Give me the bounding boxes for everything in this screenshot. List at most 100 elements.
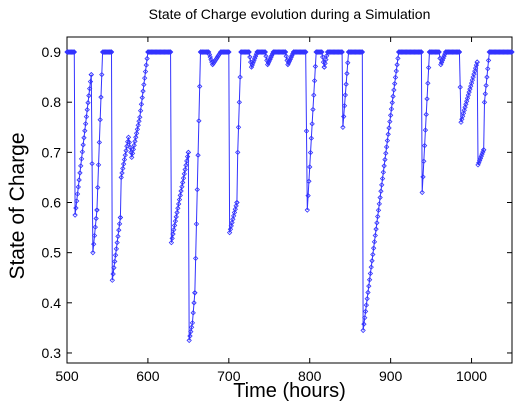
data-point xyxy=(304,207,310,213)
data-point xyxy=(191,300,197,306)
data-point xyxy=(422,127,429,133)
data-point xyxy=(423,111,429,118)
data-point xyxy=(309,121,315,127)
data-point xyxy=(372,232,378,239)
data-point xyxy=(321,64,327,70)
data-point xyxy=(376,201,382,207)
data-point xyxy=(508,49,514,55)
data-point xyxy=(366,277,373,283)
data-point xyxy=(474,59,480,65)
data-point xyxy=(174,209,180,216)
data-point xyxy=(129,150,136,157)
data-point xyxy=(456,49,463,55)
data-point xyxy=(196,118,202,124)
data-point xyxy=(455,49,461,55)
data-point xyxy=(84,107,90,113)
data-point xyxy=(237,74,243,80)
data-point xyxy=(231,209,238,216)
data-point xyxy=(460,110,467,116)
data-point xyxy=(371,239,378,245)
data-point xyxy=(509,49,515,55)
data-point xyxy=(116,221,123,227)
data-point xyxy=(73,205,79,211)
data-point xyxy=(417,49,424,55)
data-point xyxy=(190,310,196,316)
data-point xyxy=(141,81,147,88)
data-point xyxy=(96,139,103,145)
data-point xyxy=(345,60,351,66)
y-axis-label: State of Charge xyxy=(6,132,29,280)
data-point xyxy=(169,235,175,241)
data-point xyxy=(97,117,103,123)
data-point xyxy=(370,245,377,251)
data-point xyxy=(77,170,83,176)
data-point xyxy=(363,302,370,308)
data-point xyxy=(125,134,132,140)
data-point xyxy=(306,178,312,184)
series-line xyxy=(73,52,92,216)
data-point xyxy=(468,83,474,89)
data-point xyxy=(98,94,104,100)
data-point xyxy=(394,62,400,68)
data-point xyxy=(118,174,124,181)
data-point xyxy=(232,206,238,212)
data-point xyxy=(424,96,430,102)
data-point xyxy=(180,179,186,186)
data-point xyxy=(392,81,398,87)
data-point xyxy=(180,175,187,181)
data-point xyxy=(112,258,118,265)
data-point xyxy=(301,49,307,55)
data-point xyxy=(466,89,472,95)
data-point xyxy=(85,100,91,106)
data-point xyxy=(481,99,488,105)
data-point xyxy=(374,220,380,226)
data-point xyxy=(74,198,80,204)
data-point xyxy=(224,49,230,55)
data-point xyxy=(418,49,425,55)
data-point xyxy=(69,49,76,55)
data-point xyxy=(207,54,213,60)
data-point xyxy=(129,154,135,161)
data-point xyxy=(420,174,426,180)
data-point xyxy=(182,166,188,173)
data-point xyxy=(121,156,128,163)
data-point xyxy=(281,49,288,55)
data-point xyxy=(95,162,102,168)
data-point xyxy=(185,149,192,156)
data-point xyxy=(364,296,370,302)
data-point xyxy=(381,163,387,169)
data-point xyxy=(471,71,477,77)
data-point xyxy=(124,143,130,149)
data-point xyxy=(484,74,490,80)
data-point xyxy=(138,101,145,107)
data-point xyxy=(187,333,193,339)
data-point xyxy=(90,249,96,256)
data-point xyxy=(384,137,391,144)
data-point xyxy=(323,56,329,63)
data-point xyxy=(192,290,198,296)
data-point xyxy=(379,182,385,188)
data-point xyxy=(383,144,390,150)
data-point xyxy=(367,270,374,277)
data-point xyxy=(362,315,368,321)
data-point xyxy=(167,49,174,55)
data-point xyxy=(108,49,114,55)
data-point xyxy=(244,49,251,55)
data-point xyxy=(99,71,105,78)
data-point xyxy=(307,149,314,156)
data-point xyxy=(361,321,367,327)
data-point xyxy=(341,103,348,109)
data-point xyxy=(281,49,287,55)
data-point xyxy=(469,77,476,83)
data-point xyxy=(282,49,289,55)
data-point xyxy=(391,87,397,93)
series-line xyxy=(361,51,400,331)
data-point xyxy=(137,108,144,114)
data-point xyxy=(342,92,348,98)
data-point xyxy=(389,99,395,106)
y-tick-label: 0.5 xyxy=(42,245,62,261)
data-point xyxy=(305,193,311,199)
data-point xyxy=(92,224,98,230)
data-point xyxy=(137,114,143,120)
